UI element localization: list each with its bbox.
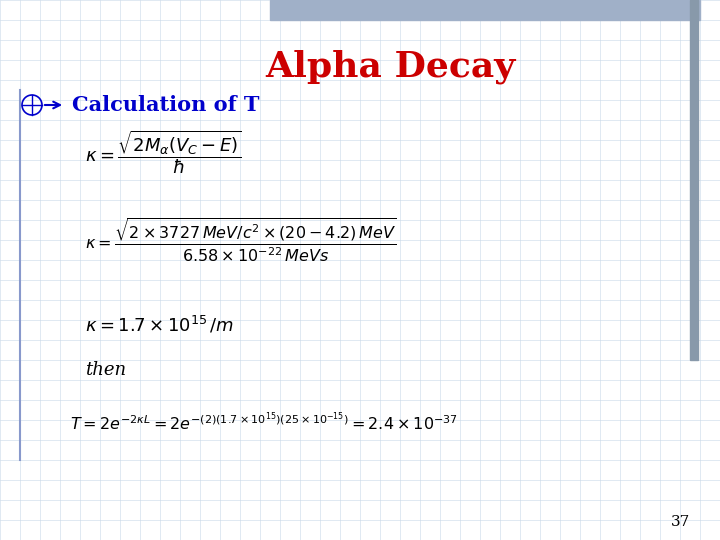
Text: 37: 37 [670,515,690,529]
Text: Calculation of T: Calculation of T [72,95,259,115]
Text: Alpha Decay: Alpha Decay [265,50,515,84]
Bar [270,0,700,20]
Bar [690,0,698,360]
Text: $\kappa = \dfrac{\sqrt{2\times 3727\,MeV/c^2 \times (20 - 4.2)\,MeV}}{6.58\times: $\kappa = \dfrac{\sqrt{2\times 3727\,MeV… [85,216,397,264]
Text: $\kappa = \dfrac{\sqrt{2M_{\alpha}\left(V_C - E\right)}}{\hbar}$: $\kappa = \dfrac{\sqrt{2M_{\alpha}\left(… [85,128,242,176]
Text: $T = 2e^{-2\kappa L} = 2e^{-(2)(1.7\times10^{15})(25\times10^{-15})} = 2.4\times: $T = 2e^{-2\kappa L} = 2e^{-(2)(1.7\time… [70,410,458,434]
Text: $\kappa = 1.7\times10^{15}\,/m$: $\kappa = 1.7\times10^{15}\,/m$ [85,314,234,335]
Text: then: then [85,361,126,379]
